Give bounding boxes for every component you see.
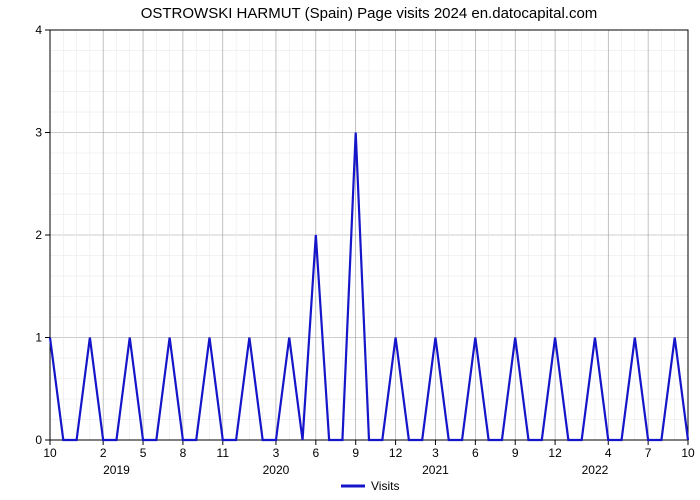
y-tick-label: 4 [35,23,42,37]
x-year-label: 2020 [263,463,290,477]
x-tick-label: 9 [512,446,519,460]
x-tick-label: 6 [312,446,319,460]
x-year-label: 2021 [422,463,449,477]
legend-label: Visits [371,479,399,493]
y-tick-label: 3 [35,126,42,140]
x-tick-label: 3 [432,446,439,460]
x-tick-label: 10 [43,446,57,460]
visits-line-chart: 0123410258113691236912471020192020202120… [0,0,700,500]
x-tick-label: 2 [100,446,107,460]
x-tick-label: 10 [681,446,695,460]
x-tick-label: 11 [217,446,230,460]
y-tick-label: 1 [35,331,42,345]
y-tick-label: 0 [35,433,42,447]
x-tick-label: 7 [645,446,652,460]
x-tick-label: 3 [273,446,280,460]
x-year-label: 2019 [103,463,130,477]
x-tick-label: 8 [180,446,187,460]
x-tick-label: 12 [389,446,403,460]
x-tick-label: 4 [605,446,612,460]
x-tick-label: 12 [548,446,562,460]
y-tick-label: 2 [35,228,42,242]
x-tick-label: 9 [352,446,359,460]
x-tick-label: 5 [140,446,147,460]
chart-svg: 0123410258113691236912471020192020202120… [0,0,700,500]
chart-title: OSTROWSKI HARMUT (Spain) Page visits 202… [141,5,598,22]
x-year-label: 2022 [582,463,609,477]
x-tick-label: 6 [472,446,479,460]
